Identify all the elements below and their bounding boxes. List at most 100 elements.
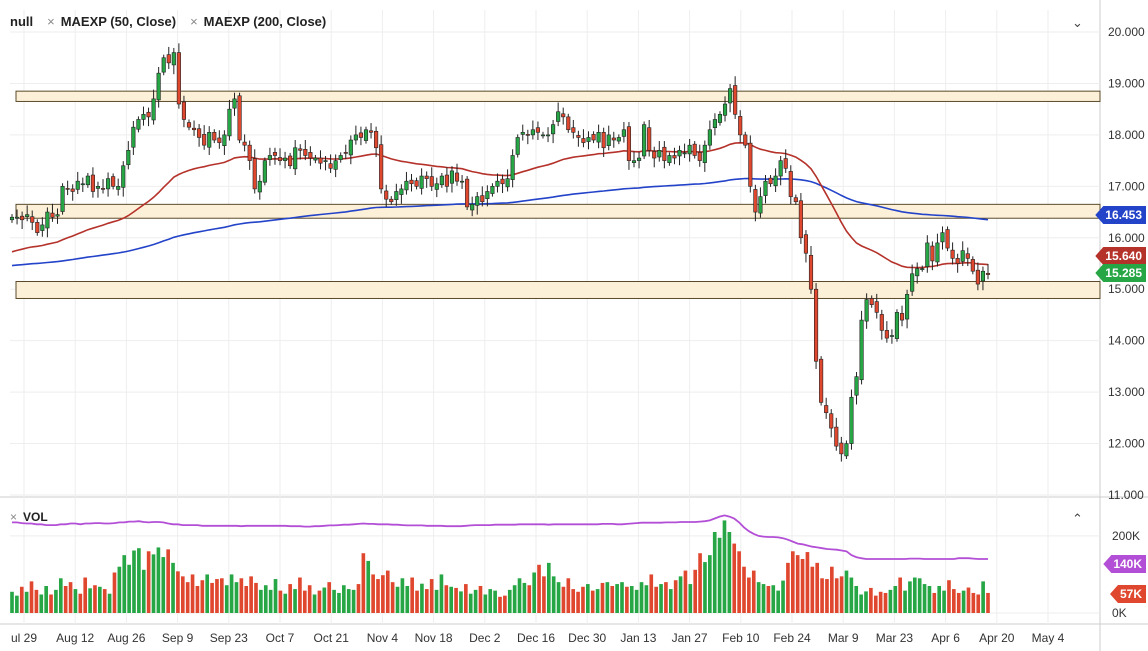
candle-down: [298, 148, 303, 151]
candle-up: [773, 175, 778, 187]
volume-bar-down: [180, 576, 185, 613]
volume-bar-up: [58, 578, 63, 613]
volume-bar-up: [551, 576, 556, 613]
candle-up: [470, 204, 475, 211]
candle-down: [444, 174, 449, 187]
volume-bar-up: [903, 590, 907, 613]
candle-up: [722, 103, 728, 116]
volume-bar-up: [634, 589, 639, 613]
volume-bar-up: [678, 576, 683, 613]
volume-bar-up: [337, 592, 341, 613]
volume-bar-down: [239, 578, 244, 613]
candle-down: [950, 249, 955, 259]
candle-down: [288, 155, 293, 167]
volume-bar-up: [981, 581, 985, 613]
x-tick-label: Apr 6: [931, 631, 960, 645]
volume-bar-up: [488, 589, 493, 613]
volume-bar-down: [971, 592, 976, 613]
volume-bar-up: [912, 577, 917, 613]
candle-up: [283, 157, 288, 161]
candle-down: [611, 137, 616, 141]
candle-down: [500, 178, 505, 185]
candle-up: [449, 170, 455, 184]
volume-bar-down: [278, 590, 283, 613]
volume-bar-up: [459, 591, 463, 613]
volume-bar-up: [483, 594, 488, 613]
candle-up: [313, 157, 318, 161]
volume-bar-up: [332, 589, 336, 613]
x-tick-label: Dec 2: [469, 631, 501, 645]
volume-bar-down: [834, 578, 839, 613]
candle-up: [889, 335, 894, 337]
volume-bar-up: [605, 582, 610, 613]
volume-bar-down: [503, 595, 507, 613]
x-tick-label: Oct 7: [266, 631, 295, 645]
volume-bar-down: [371, 574, 375, 613]
volume-bar-up: [395, 586, 400, 613]
remove-icon[interactable]: ×: [10, 510, 18, 524]
chevron-down-icon[interactable]: ⌄: [1072, 15, 1083, 30]
volume-ma-last-value: 140K: [1103, 555, 1146, 573]
candle-down: [899, 313, 905, 321]
chevron-up-icon[interactable]: ⌃: [1072, 511, 1083, 526]
volume-bar-down: [790, 551, 795, 613]
candle-up: [657, 150, 662, 158]
volume-bar-up: [141, 569, 146, 613]
volume-bar-down: [932, 592, 937, 613]
candle-up: [940, 232, 945, 243]
volume-last-value: 57K: [1109, 585, 1146, 603]
volume-bar-down: [590, 590, 595, 613]
volume-bar-up: [229, 574, 234, 613]
remove-icon[interactable]: ×: [190, 14, 198, 29]
volume-bar-up: [595, 589, 600, 613]
y-tick-label: 14.000: [1108, 334, 1145, 348]
volume-bar-down: [112, 572, 117, 613]
candle-up: [490, 186, 495, 194]
volume-bar-up: [859, 594, 863, 613]
candle-up: [460, 180, 465, 183]
volume-bar-up: [156, 547, 161, 613]
candle-up: [156, 72, 161, 101]
candle-down: [379, 144, 384, 190]
candle-down: [343, 152, 348, 154]
volume-bar-down: [820, 578, 824, 613]
candle-down: [252, 158, 257, 190]
remove-icon[interactable]: ×: [47, 14, 55, 29]
volume-bar-down: [610, 586, 615, 613]
volume-bar-down: [830, 566, 834, 613]
candle-down: [30, 216, 35, 223]
candle-up: [475, 196, 480, 206]
volume-bar-up: [556, 582, 561, 613]
volume-bar-down: [566, 578, 571, 613]
volume-bar-up: [854, 586, 859, 613]
candle-up: [131, 126, 136, 148]
volume-bar-up: [659, 584, 663, 613]
volume-bar-up: [224, 585, 229, 613]
candle-down: [368, 130, 374, 133]
volume-bar-up: [771, 585, 776, 613]
volume-bar-up: [342, 585, 346, 613]
x-tick-label: Feb 10: [722, 631, 760, 645]
volume-bar-down: [649, 574, 654, 613]
candle-up: [925, 242, 930, 267]
y-tick-label: 17.000: [1108, 179, 1145, 193]
candle-up: [717, 114, 723, 123]
y-tick-label: 19.000: [1108, 76, 1145, 90]
volume-bar-up: [117, 566, 122, 613]
candle-down: [738, 116, 743, 136]
volume-bar-up: [283, 593, 288, 613]
x-tick-label: Apr 20: [979, 631, 1015, 645]
volume-bar-up: [468, 593, 473, 613]
candle-down: [409, 179, 414, 185]
volume-bar-up: [234, 582, 239, 613]
candle-up: [859, 319, 864, 381]
candle-down: [975, 269, 980, 285]
candle-down: [389, 198, 394, 203]
volume-bar-down: [215, 579, 219, 613]
volume-bar-down: [898, 577, 902, 613]
ma50-legend[interactable]: × MAEXP (50, Close): [47, 14, 177, 29]
volume-bar-up: [644, 585, 649, 613]
ma200-legend[interactable]: × MAEXP (200, Close): [190, 14, 327, 29]
volume-bar-down: [385, 570, 390, 613]
